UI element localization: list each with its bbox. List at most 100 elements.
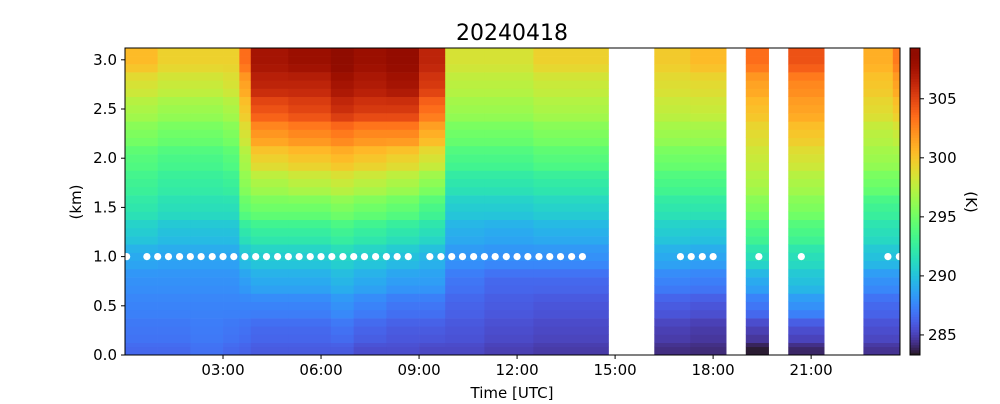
heatmap-cell [125,104,158,114]
heatmap-cell [190,195,224,204]
heatmap-cell [788,268,825,278]
heatmap-cell [386,277,420,286]
heatmap-cell [223,154,240,163]
heatmap-cell [690,72,727,81]
colorbar-swatch [910,155,920,159]
heatmap-cell [157,285,191,294]
heatmap-cell [157,277,191,286]
heatmap-cell [250,260,289,270]
heatmap-cell [419,56,446,65]
heatmap-cell [863,145,894,155]
heatmap-cell [863,113,894,122]
heatmap-cell [533,80,609,89]
heatmap-cell [690,104,727,114]
heatmap-cell [654,64,691,73]
heatmap-cell [863,236,894,245]
colorbar-swatch [910,352,920,356]
heatmap-cell [157,137,191,147]
heatmap-cell [533,219,609,229]
heatmap-cell [125,326,158,335]
heatmap-cell [484,301,534,311]
colorbar-swatch [910,91,920,95]
heatmap-cell [125,318,158,327]
heatmap-cell [288,162,332,171]
heatmap-cell [690,56,727,65]
heatmap-cell [419,64,446,73]
heatmap-cell [484,219,534,229]
heatmap-cell [353,350,387,356]
colorbar-swatch [910,86,920,90]
heatmap-cell [125,162,158,171]
heatmap-cell [330,170,355,180]
heatmap-cell [745,277,769,286]
heatmap-cell [484,137,534,147]
heatmap-cell [419,260,446,270]
heatmap-cell [863,277,894,286]
heatmap-cell [788,260,825,270]
colorbar-swatch [910,232,920,236]
heatmap-cell [863,211,894,221]
heatmap-cell [533,137,609,147]
heatmap-cell [788,236,825,245]
heatmap-cell [654,186,691,196]
heatmap-cell [788,227,825,237]
heatmap-cell [690,121,727,130]
heatmap-cell [353,293,387,303]
heatmap-cell [190,145,224,155]
heatmap-cell [533,178,609,188]
heatmap-cell [788,326,825,335]
marker-point [154,253,162,261]
heatmap-cell [250,301,289,311]
heatmap-cell [484,342,534,348]
colorbar-swatch [910,331,920,335]
heatmap-cell [239,137,252,147]
x-axis-ticks: 03:00 06:00 09:00 12:00 15:00 18:00 21:00 [201,355,833,379]
marker-point [262,253,271,261]
heatmap-cell [330,293,355,303]
heatmap-cell [386,244,420,253]
heatmap-cell [445,318,485,327]
heatmap-cell [863,318,894,327]
heatmap-cell [157,96,191,106]
heatmap-cell [863,342,894,348]
colorbar-swatch [910,124,920,128]
heatmap-cell [788,334,825,344]
heatmap-cell [533,260,609,270]
colorbar [910,48,920,356]
heatmap-cell [788,252,825,262]
heatmap-cell [892,285,901,294]
colorbar-swatch [910,99,920,103]
heatmap-cell [250,88,289,98]
heatmap-cell [690,236,727,245]
heatmap-cell [125,195,158,204]
heatmap-cell [745,104,769,114]
heatmap-cell [330,64,355,73]
colorbar-swatch [910,73,920,77]
heatmap-cell [445,137,485,147]
heatmap-cell [330,309,355,319]
heatmap-cell [484,195,534,204]
heatmap-cell [157,121,191,130]
heatmap-cell [223,145,240,155]
heatmap-cell [223,342,240,348]
heatmap-cell [353,244,387,253]
heatmap-cell [484,334,534,344]
heatmap-cell [484,64,534,73]
heatmap-cell [484,104,534,114]
heatmap-cell [250,350,289,356]
heatmap-cell [250,293,289,303]
heatmap-cell [223,301,240,311]
heatmap-cell [533,203,609,212]
heatmap-cell [223,113,240,122]
heatmap-cell [788,72,825,81]
colorbar-swatch [910,273,920,277]
heatmap-cell [788,48,825,57]
colorbar-swatch [910,96,920,100]
heatmap-cell [223,129,240,139]
heatmap-cell [788,113,825,122]
heatmap-cell [386,56,420,65]
heatmap-cell [330,334,355,344]
heatmap-cell [190,293,224,303]
colorbar-swatch [910,324,920,328]
colorbar-swatch [910,119,920,123]
